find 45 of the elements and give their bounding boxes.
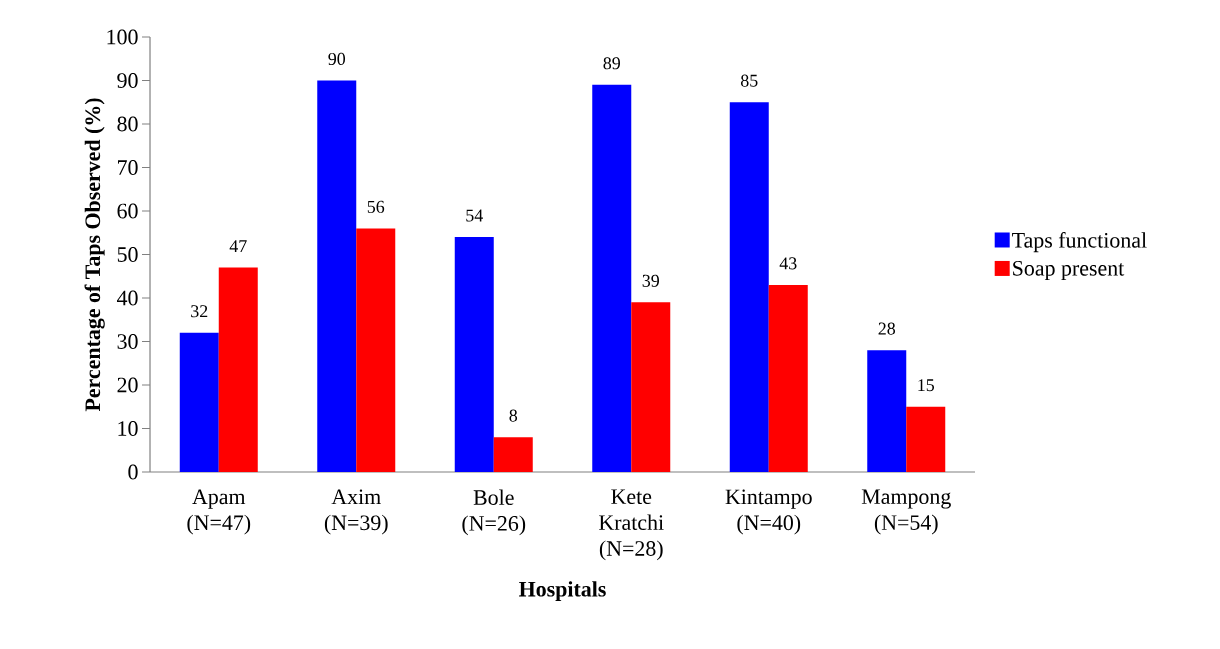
x-tick-label: Apam (N=47) [187,489,251,535]
bar [631,302,671,472]
bar [356,228,396,472]
x-tick-label: Axim (N=39) [324,489,388,535]
y-tick-label: 80 [117,116,138,132]
x-tick-label: Mampong (N=54) [861,489,951,535]
bar [768,284,808,472]
bar [906,406,946,472]
data-label: 39 [642,274,659,287]
bar [729,102,769,472]
x-axis-title: Hospitals [519,581,606,602]
y-tick-label: 40 [116,290,138,306]
y-axis-title: Percentage of Taps Observed (%) [84,98,105,412]
legend-label: Taps functional [1012,232,1147,253]
data-label: 47 [229,240,247,253]
y-tick-label: 10 [118,421,138,436]
y-tick-label: 30 [117,334,138,349]
bar [218,267,258,472]
x-tick-label: Kintampo (N=40) [725,489,812,535]
y-tick-label: 70 [118,160,138,175]
bar [493,437,533,472]
data-label: 15 [918,379,935,392]
x-tick-label: Bole (N=26) [462,489,526,536]
data-label: 28 [878,322,896,335]
y-tick-label: 100 [107,29,138,45]
y-tick-label: 90 [117,73,138,88]
bar [454,237,494,472]
y-tick-label: 20 [117,377,138,393]
data-label: 56 [367,200,385,213]
bar [179,332,219,472]
data-label: 85 [740,74,758,87]
legend-label: Soap present [1013,260,1125,281]
data-label: 54 [466,209,483,222]
bar [317,80,357,472]
data-label: 8 [509,409,518,422]
y-tick-label: 0 [128,464,138,480]
bar [867,350,907,472]
bar [592,84,632,472]
x-tick-label: Kete Kratchi (N=28) [599,489,664,561]
data-label: 43 [779,257,797,270]
data-label: 89 [603,57,620,70]
data-label: 32 [191,305,208,318]
data-label: 90 [328,52,346,65]
y-tick-label: 60 [117,203,138,219]
y-tick-label: 50 [117,247,138,262]
